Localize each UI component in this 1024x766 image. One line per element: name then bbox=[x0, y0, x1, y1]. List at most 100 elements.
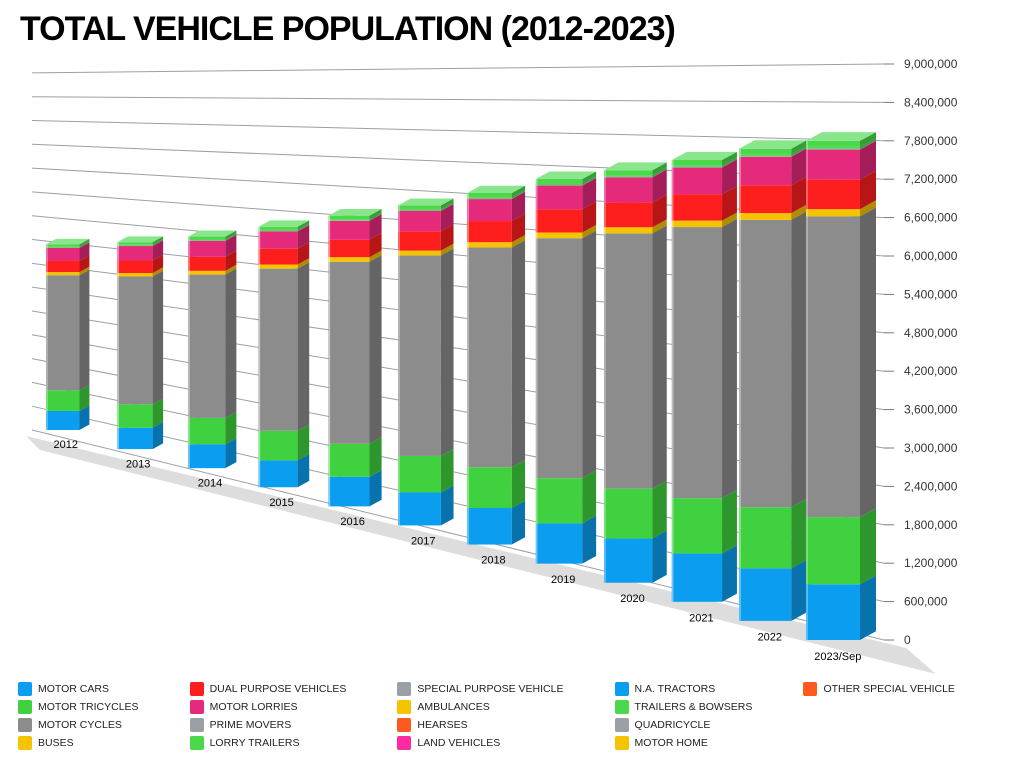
bar-segment bbox=[672, 221, 722, 227]
bar-segment bbox=[739, 185, 791, 213]
bar-segment bbox=[188, 239, 225, 240]
legend-item: LAND VEHICLES bbox=[397, 736, 606, 750]
bar-segment bbox=[46, 247, 79, 248]
legend-swatch bbox=[615, 718, 629, 732]
bar-segment-side bbox=[582, 231, 596, 479]
bar-segment bbox=[672, 498, 722, 553]
bar-segment bbox=[536, 232, 583, 238]
bar-segment-side bbox=[652, 481, 666, 539]
bar-segment bbox=[188, 444, 225, 468]
bar-segment bbox=[259, 249, 298, 265]
bar-segment bbox=[329, 216, 370, 219]
legend-item: TRAILERS & BOWSERS bbox=[615, 700, 796, 714]
legend-swatch bbox=[397, 700, 411, 714]
bar-segment bbox=[46, 261, 79, 272]
x-tick-label: 2018 bbox=[481, 555, 505, 567]
bar-segment bbox=[739, 149, 791, 155]
bar-segment bbox=[117, 245, 152, 246]
bar-segment-side bbox=[860, 508, 876, 584]
legend-swatch bbox=[18, 718, 32, 732]
bar-segment bbox=[329, 262, 370, 444]
legend-label: DUAL PURPOSE VEHICLES bbox=[210, 683, 347, 695]
bar-segment bbox=[398, 251, 441, 256]
gridline bbox=[32, 64, 884, 73]
legend-label: SPECIAL PURPOSE VEHICLE bbox=[417, 683, 563, 695]
bar-segment bbox=[398, 211, 441, 231]
legend-item: MOTOR TRICYCLES bbox=[18, 700, 182, 714]
bar-segment bbox=[46, 390, 79, 411]
bar-segment bbox=[188, 275, 225, 418]
bar-segment-side bbox=[860, 208, 876, 518]
bar-segment bbox=[188, 271, 225, 275]
bar-segment bbox=[117, 242, 152, 245]
bar-segment bbox=[329, 444, 370, 477]
legend-swatch bbox=[615, 736, 629, 750]
chart-canvas: 0600,0001,200,0001,800,0002,400,0003,000… bbox=[0, 0, 1024, 766]
y-tick-label: 4,200,000 bbox=[904, 364, 958, 378]
bar-segment bbox=[188, 237, 225, 240]
bar-segment bbox=[536, 186, 583, 210]
bar-segment-side bbox=[512, 240, 525, 467]
legend-swatch bbox=[615, 682, 629, 696]
y-tick-label: 7,800,000 bbox=[904, 134, 958, 148]
bar-segment-side bbox=[722, 219, 737, 498]
bar-segment bbox=[672, 227, 722, 498]
y-tick-label: 1,800,000 bbox=[904, 518, 958, 532]
y-tick-label: 6,600,000 bbox=[904, 211, 958, 225]
bar-segment bbox=[467, 508, 512, 545]
bar-segment bbox=[329, 257, 370, 262]
bar-segment bbox=[259, 460, 298, 487]
legend-swatch bbox=[803, 682, 817, 696]
bar-segment bbox=[806, 216, 860, 517]
legend-item: DUAL PURPOSE VEHICLES bbox=[190, 682, 390, 696]
bar-segment-side bbox=[441, 249, 454, 456]
bar-segment bbox=[672, 194, 722, 220]
bar-segment bbox=[117, 428, 152, 449]
bar-segment-side bbox=[652, 225, 666, 488]
bar-segment bbox=[604, 175, 652, 177]
bar-segment-side bbox=[791, 211, 806, 507]
y-tick-label: 6,000,000 bbox=[904, 249, 958, 263]
bar-segment bbox=[117, 277, 152, 405]
bar-segment-side bbox=[722, 545, 737, 601]
x-tick-label: 2017 bbox=[411, 535, 435, 547]
bar-segment bbox=[188, 257, 225, 271]
bar-segment-side bbox=[512, 501, 525, 545]
bar-segment bbox=[188, 241, 225, 257]
bar-segment bbox=[604, 170, 652, 175]
legend-label: LAND VEHICLES bbox=[417, 737, 500, 749]
x-tick-label: 2015 bbox=[269, 497, 293, 509]
bar-segment bbox=[46, 248, 79, 261]
bar-segment-side bbox=[441, 486, 454, 526]
bar-segment bbox=[117, 246, 152, 260]
x-tick-label: 2012 bbox=[53, 439, 77, 451]
legend-item: HEARSES bbox=[397, 718, 606, 732]
legend-swatch bbox=[190, 736, 204, 750]
bar-segment bbox=[46, 411, 79, 430]
y-tick-label: 3,000,000 bbox=[904, 441, 958, 455]
legend-item: LORRY TRAILERS bbox=[190, 736, 390, 750]
bar-segment bbox=[604, 233, 652, 488]
x-tick-label: 2021 bbox=[689, 612, 713, 624]
bar-segment bbox=[672, 168, 722, 195]
bar-segment bbox=[46, 275, 79, 390]
bar-segment-side bbox=[153, 271, 163, 405]
y-tick-label: 1,200,000 bbox=[904, 556, 958, 570]
bar-segment bbox=[604, 227, 652, 233]
legend-label: OTHER SPECIAL VEHICLE bbox=[823, 683, 954, 695]
gridline bbox=[32, 120, 884, 140]
bar-segment bbox=[806, 180, 860, 209]
bar-segment bbox=[329, 240, 370, 257]
bar-segment bbox=[329, 221, 370, 240]
legend-item: MOTOR HOME bbox=[615, 736, 796, 750]
bar-segment bbox=[467, 197, 512, 198]
legend-label: HEARSES bbox=[417, 719, 467, 731]
legend-swatch bbox=[18, 736, 32, 750]
bar-segment bbox=[117, 260, 152, 273]
y-tick-label: 0 bbox=[904, 633, 911, 647]
x-tick-label: 2022 bbox=[758, 632, 782, 644]
y-tick-label: 600,000 bbox=[904, 595, 948, 609]
bar-segment-side bbox=[512, 460, 525, 508]
bar-segment bbox=[739, 154, 791, 156]
legend-item: BUSES bbox=[18, 736, 182, 750]
